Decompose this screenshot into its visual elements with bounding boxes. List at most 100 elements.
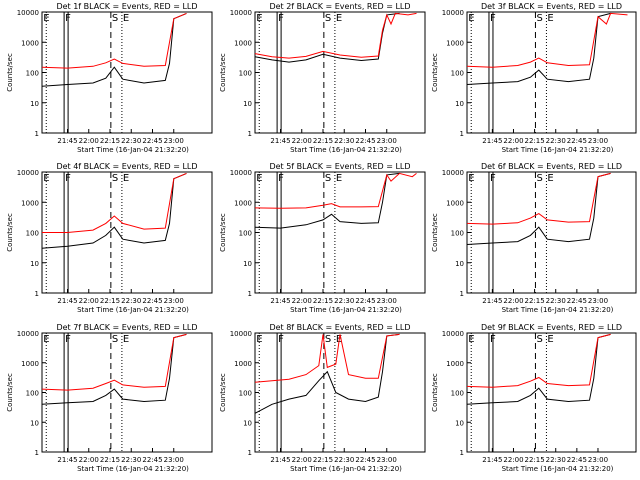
- panel-2: Det 2f BLACK = Events, RED = LLD 1 10 100 10…: [219, 2, 426, 154]
- plot-frame: [254, 11, 426, 134]
- marker-letter: E: [256, 173, 262, 184]
- marker-letter: S: [536, 173, 542, 184]
- x-tick-label: 21:45: [482, 137, 502, 145]
- marker-letter: S: [325, 173, 331, 184]
- y-axis-label: Counts/sec: [219, 53, 227, 92]
- y-tick-label: 10: [243, 100, 252, 108]
- y-tick-label: 1: [35, 290, 39, 298]
- marker-letter: E: [468, 13, 474, 24]
- panel-title: Det 1f BLACK = Events, RED = LLD: [56, 2, 197, 11]
- marker-letter: S: [536, 334, 542, 345]
- marker-letter: F: [278, 334, 284, 345]
- y-tick-label: 100: [26, 230, 39, 238]
- x-tick-label: 21:45: [270, 137, 290, 145]
- x-axis-label: Start Time (16-Jan-04 21:32:20): [77, 306, 189, 314]
- marker-letter: E: [468, 173, 474, 184]
- marker-letter: E: [547, 173, 553, 184]
- panel-title: Det 7f BLACK = Events, RED = LLD: [56, 323, 197, 332]
- x-tick-label: 22:45: [567, 297, 587, 305]
- x-tick-label: 22:15: [313, 297, 333, 305]
- marker-letter: E: [123, 334, 129, 345]
- y-tick-label: 10000: [230, 9, 252, 17]
- x-tick-label: 23:00: [164, 297, 184, 305]
- x-tick-label: 22:45: [567, 137, 587, 145]
- plot-frame: [41, 332, 213, 453]
- plot-frame: [466, 171, 637, 294]
- y-tick-label: 1000: [234, 199, 252, 207]
- x-tick-label: 22:15: [525, 297, 545, 305]
- y-axis-label: Counts/sec: [431, 53, 439, 92]
- y-tick-label: 100: [239, 390, 252, 398]
- y-tick-label: 100: [26, 70, 39, 78]
- y-tick-label: 1: [35, 130, 39, 138]
- y-tick-label: 100: [26, 390, 39, 398]
- x-tick-label: 22:30: [546, 137, 566, 145]
- y-tick-label: 1000: [234, 360, 252, 368]
- x-tick-label: 22:15: [313, 137, 333, 145]
- x-tick-label: 22:00: [292, 456, 312, 464]
- y-tick-label: 1000: [446, 360, 464, 368]
- x-axis-label: Start Time (16-Jan-04 21:32:20): [77, 146, 189, 154]
- x-tick-label: 22:30: [334, 456, 354, 464]
- events-series-line: [41, 333, 187, 405]
- y-tick-label: 1: [248, 290, 252, 298]
- x-axis-label: Start Time (16-Jan-04 21:32:20): [290, 146, 402, 154]
- marker-letter: E: [468, 334, 474, 345]
- plot-frame: [41, 11, 213, 134]
- x-tick-label: 22:45: [142, 297, 162, 305]
- marker-letter: F: [65, 13, 71, 24]
- x-tick-label: 22:15: [100, 456, 120, 464]
- x-tick-label: 21:45: [57, 456, 77, 464]
- lld-series-line: [41, 333, 187, 391]
- events-series-line: [254, 333, 400, 414]
- y-tick-label: 10: [243, 419, 252, 427]
- x-tick-label: 22:45: [142, 456, 162, 464]
- marker-letter: E: [547, 334, 553, 345]
- y-axis-label: Counts/sec: [6, 53, 14, 92]
- y-tick-label: 100: [451, 390, 464, 398]
- panel-title: Det 9f BLACK = Events, RED = LLD: [481, 323, 622, 332]
- marker-letter: E: [43, 334, 49, 345]
- y-axis-label: Counts/sec: [219, 213, 227, 252]
- x-tick-label: 22:45: [567, 456, 587, 464]
- plot-frame: [466, 332, 637, 453]
- x-tick-label: 22:45: [355, 456, 375, 464]
- marker-letter: E: [336, 173, 342, 184]
- x-tick-label: 22:30: [121, 297, 141, 305]
- x-tick-label: 23:00: [377, 297, 397, 305]
- y-tick-label: 10000: [17, 169, 39, 177]
- lld-series-line: [254, 333, 400, 383]
- x-tick-label: 22:30: [121, 456, 141, 464]
- y-tick-label: 1: [248, 449, 252, 457]
- x-axis-label: Start Time (16-Jan-04 21:32:20): [290, 306, 402, 314]
- x-tick-label: 22:30: [546, 297, 566, 305]
- y-tick-label: 100: [239, 230, 252, 238]
- lld-series-line: [466, 172, 611, 225]
- panel-4: Det 4f BLACK = Events, RED = LLD 1 10 100 10…: [6, 162, 213, 314]
- x-tick-label: 22:00: [79, 456, 99, 464]
- x-tick-label: 21:45: [482, 297, 502, 305]
- y-tick-label: 10: [30, 419, 39, 427]
- marker-letter: F: [278, 13, 284, 24]
- x-tick-label: 22:45: [355, 137, 375, 145]
- panel-title: Det 5f BLACK = Events, RED = LLD: [269, 162, 410, 171]
- y-tick-label: 10: [30, 260, 39, 268]
- x-tick-label: 23:00: [588, 456, 608, 464]
- y-tick-label: 1000: [21, 39, 39, 47]
- panel-title: Det 3f BLACK = Events, RED = LLD: [481, 2, 622, 11]
- marker-letter: F: [65, 334, 71, 345]
- marker-letter: S: [112, 173, 118, 184]
- events-series-line: [466, 333, 611, 405]
- x-tick-label: 22:45: [355, 297, 375, 305]
- x-tick-label: 22:15: [525, 137, 545, 145]
- lld-series-line: [41, 12, 187, 69]
- panel-title: Det 4f BLACK = Events, RED = LLD: [56, 162, 197, 171]
- marker-letter: E: [336, 13, 342, 24]
- marker-letter: S: [536, 13, 542, 24]
- marker-letter: E: [256, 334, 262, 345]
- y-tick-label: 100: [451, 230, 464, 238]
- marker-letter: S: [112, 13, 118, 24]
- x-axis-label: Start Time (16-Jan-04 21:32:20): [77, 465, 189, 473]
- plot-frame: [254, 171, 426, 294]
- y-tick-label: 10000: [230, 330, 252, 338]
